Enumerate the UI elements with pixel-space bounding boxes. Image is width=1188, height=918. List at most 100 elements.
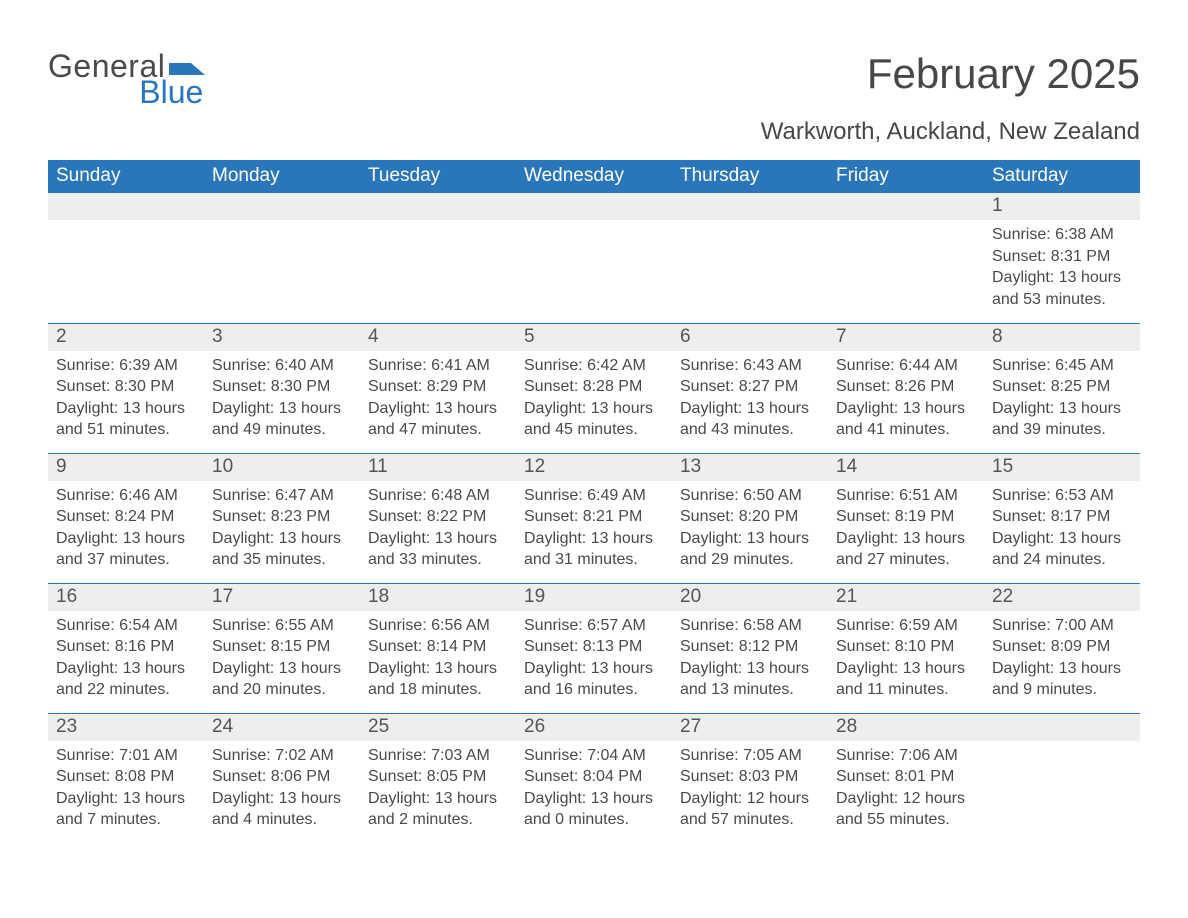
day-number: 10 (204, 454, 360, 481)
daylight-line: Daylight: 13 hours and 7 minutes. (56, 788, 196, 831)
sunrise-line: Sunrise: 6:54 AM (56, 615, 196, 637)
day-cell: 21Sunrise: 6:59 AMSunset: 8:10 PMDayligh… (828, 583, 984, 713)
day-data: Sunrise: 6:38 AMSunset: 8:31 PMDaylight:… (984, 220, 1140, 318)
day-number: 18 (360, 584, 516, 611)
sunrise-line: Sunrise: 7:04 AM (524, 745, 664, 767)
week-row: 16Sunrise: 6:54 AMSunset: 8:16 PMDayligh… (48, 583, 1140, 713)
sunset-line: Sunset: 8:12 PM (680, 636, 820, 658)
sunset-line: Sunset: 8:24 PM (56, 506, 196, 528)
day-data: Sunrise: 7:05 AMSunset: 8:03 PMDaylight:… (672, 741, 828, 839)
daylight-line: Daylight: 13 hours and 11 minutes. (836, 658, 976, 701)
sunset-line: Sunset: 8:30 PM (212, 376, 352, 398)
day-cell: 6Sunrise: 6:43 AMSunset: 8:27 PMDaylight… (672, 323, 828, 453)
sunset-line: Sunset: 8:29 PM (368, 376, 508, 398)
day-data: Sunrise: 6:54 AMSunset: 8:16 PMDaylight:… (48, 611, 204, 709)
day-number: 9 (48, 454, 204, 481)
daylight-line: Daylight: 13 hours and 45 minutes. (524, 398, 664, 441)
empty-cell (360, 193, 516, 323)
sunset-line: Sunset: 8:25 PM (992, 376, 1132, 398)
day-number (48, 193, 204, 220)
day-cell: 25Sunrise: 7:03 AMSunset: 8:05 PMDayligh… (360, 713, 516, 843)
day-data: Sunrise: 7:06 AMSunset: 8:01 PMDaylight:… (828, 741, 984, 839)
sunset-line: Sunset: 8:23 PM (212, 506, 352, 528)
daylight-line: Daylight: 13 hours and 29 minutes. (680, 528, 820, 571)
day-data: Sunrise: 7:01 AMSunset: 8:08 PMDaylight:… (48, 741, 204, 839)
sunset-line: Sunset: 8:06 PM (212, 766, 352, 788)
sunrise-line: Sunrise: 6:44 AM (836, 355, 976, 377)
sunrise-line: Sunrise: 6:50 AM (680, 485, 820, 507)
day-data: Sunrise: 7:03 AMSunset: 8:05 PMDaylight:… (360, 741, 516, 839)
day-data: Sunrise: 6:44 AMSunset: 8:26 PMDaylight:… (828, 351, 984, 449)
sunrise-line: Sunrise: 6:40 AM (212, 355, 352, 377)
day-cell: 5Sunrise: 6:42 AMSunset: 8:28 PMDaylight… (516, 323, 672, 453)
sunset-line: Sunset: 8:26 PM (836, 376, 976, 398)
day-data: Sunrise: 6:59 AMSunset: 8:10 PMDaylight:… (828, 611, 984, 709)
day-cell: 9Sunrise: 6:46 AMSunset: 8:24 PMDaylight… (48, 453, 204, 583)
sunrise-line: Sunrise: 6:45 AM (992, 355, 1132, 377)
day-data: Sunrise: 6:51 AMSunset: 8:19 PMDaylight:… (828, 481, 984, 579)
week-row: 1Sunrise: 6:38 AMSunset: 8:31 PMDaylight… (48, 193, 1140, 323)
day-number: 27 (672, 714, 828, 741)
sunset-line: Sunset: 8:15 PM (212, 636, 352, 658)
day-number (672, 193, 828, 220)
day-number: 23 (48, 714, 204, 741)
day-number: 15 (984, 454, 1140, 481)
day-data: Sunrise: 6:57 AMSunset: 8:13 PMDaylight:… (516, 611, 672, 709)
day-cell: 26Sunrise: 7:04 AMSunset: 8:04 PMDayligh… (516, 713, 672, 843)
day-cell: 3Sunrise: 6:40 AMSunset: 8:30 PMDaylight… (204, 323, 360, 453)
sunrise-line: Sunrise: 6:57 AM (524, 615, 664, 637)
day-cell: 15Sunrise: 6:53 AMSunset: 8:17 PMDayligh… (984, 453, 1140, 583)
day-data: Sunrise: 6:42 AMSunset: 8:28 PMDaylight:… (516, 351, 672, 449)
day-number: 16 (48, 584, 204, 611)
day-data: Sunrise: 6:39 AMSunset: 8:30 PMDaylight:… (48, 351, 204, 449)
sunset-line: Sunset: 8:03 PM (680, 766, 820, 788)
day-data: Sunrise: 7:04 AMSunset: 8:04 PMDaylight:… (516, 741, 672, 839)
day-data (828, 220, 984, 232)
day-number: 5 (516, 324, 672, 351)
day-number: 1 (984, 193, 1140, 220)
day-number (828, 193, 984, 220)
day-number: 14 (828, 454, 984, 481)
sunset-line: Sunset: 8:01 PM (836, 766, 976, 788)
weekday-header: Friday (828, 160, 984, 193)
day-number: 2 (48, 324, 204, 351)
sunset-line: Sunset: 8:04 PM (524, 766, 664, 788)
day-cell: 18Sunrise: 6:56 AMSunset: 8:14 PMDayligh… (360, 583, 516, 713)
day-number: 6 (672, 324, 828, 351)
day-data (672, 220, 828, 232)
calendar-body: 1Sunrise: 6:38 AMSunset: 8:31 PMDaylight… (48, 193, 1140, 843)
day-data: Sunrise: 6:56 AMSunset: 8:14 PMDaylight:… (360, 611, 516, 709)
daylight-line: Daylight: 13 hours and 24 minutes. (992, 528, 1132, 571)
sunrise-line: Sunrise: 6:41 AM (368, 355, 508, 377)
daylight-line: Daylight: 13 hours and 53 minutes. (992, 267, 1132, 310)
day-data (984, 741, 1140, 753)
sunrise-line: Sunrise: 6:47 AM (212, 485, 352, 507)
sunrise-line: Sunrise: 6:48 AM (368, 485, 508, 507)
sunset-line: Sunset: 8:19 PM (836, 506, 976, 528)
daylight-line: Daylight: 13 hours and 35 minutes. (212, 528, 352, 571)
week-row: 23Sunrise: 7:01 AMSunset: 8:08 PMDayligh… (48, 713, 1140, 843)
day-data: Sunrise: 6:45 AMSunset: 8:25 PMDaylight:… (984, 351, 1140, 449)
day-number: 11 (360, 454, 516, 481)
day-cell: 20Sunrise: 6:58 AMSunset: 8:12 PMDayligh… (672, 583, 828, 713)
sunrise-line: Sunrise: 6:49 AM (524, 485, 664, 507)
sunset-line: Sunset: 8:08 PM (56, 766, 196, 788)
sunset-line: Sunset: 8:13 PM (524, 636, 664, 658)
sunset-line: Sunset: 8:27 PM (680, 376, 820, 398)
sunrise-line: Sunrise: 7:01 AM (56, 745, 196, 767)
calendar-table: SundayMondayTuesdayWednesdayThursdayFrid… (48, 160, 1140, 843)
title-block: February 2025 Warkworth, Auckland, New Z… (761, 50, 1140, 154)
day-data: Sunrise: 6:40 AMSunset: 8:30 PMDaylight:… (204, 351, 360, 449)
daylight-line: Daylight: 13 hours and 4 minutes. (212, 788, 352, 831)
daylight-line: Daylight: 13 hours and 0 minutes. (524, 788, 664, 831)
day-cell: 19Sunrise: 6:57 AMSunset: 8:13 PMDayligh… (516, 583, 672, 713)
daylight-line: Daylight: 12 hours and 55 minutes. (836, 788, 976, 831)
day-data: Sunrise: 6:50 AMSunset: 8:20 PMDaylight:… (672, 481, 828, 579)
daylight-line: Daylight: 13 hours and 20 minutes. (212, 658, 352, 701)
day-data (204, 220, 360, 232)
day-number: 22 (984, 584, 1140, 611)
sunset-line: Sunset: 8:22 PM (368, 506, 508, 528)
day-number (360, 193, 516, 220)
sunrise-line: Sunrise: 6:39 AM (56, 355, 196, 377)
sunrise-line: Sunrise: 6:58 AM (680, 615, 820, 637)
